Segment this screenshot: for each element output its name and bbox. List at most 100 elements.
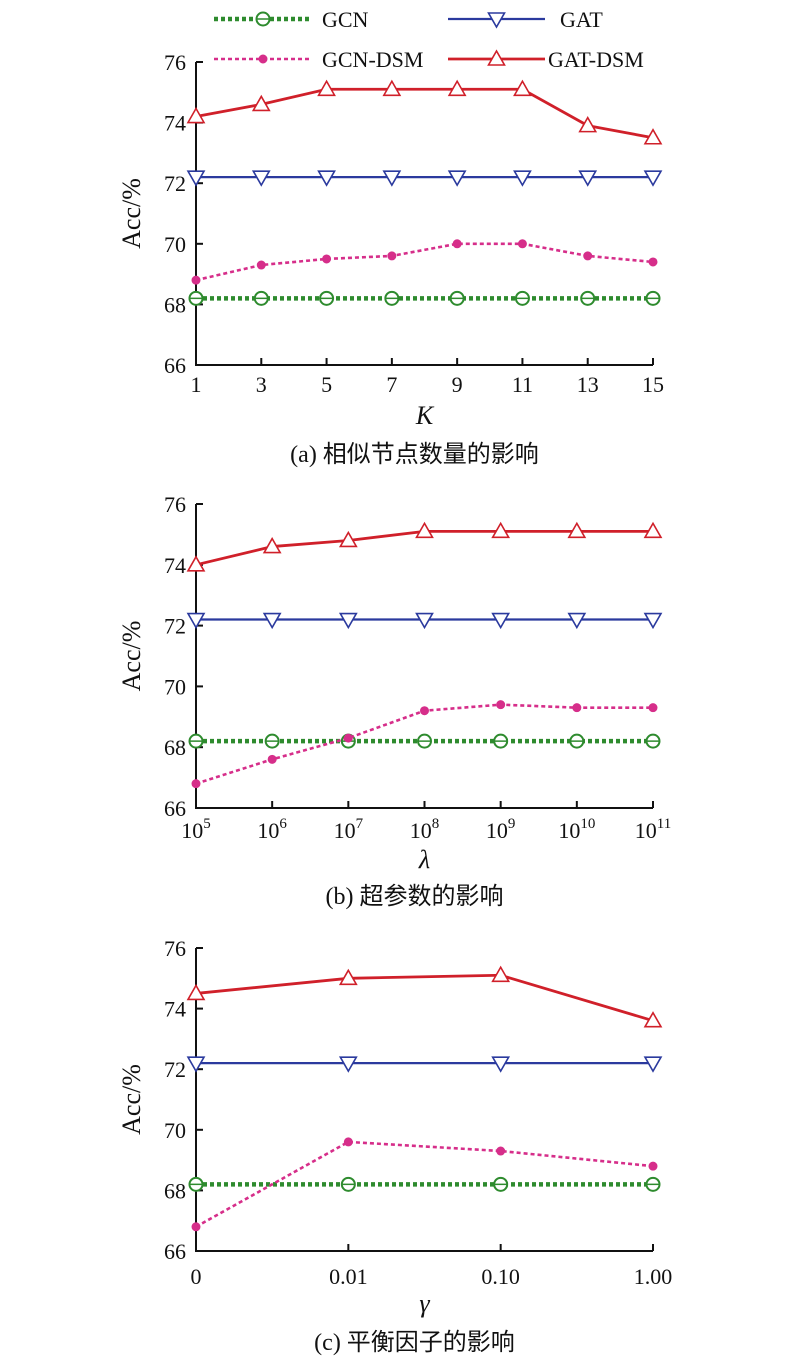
x-tick-label: 3 bbox=[256, 372, 267, 397]
data-point-gcn_dsm bbox=[572, 703, 582, 713]
data-point-gat_dsm bbox=[643, 521, 663, 539]
data-point-gat bbox=[317, 170, 336, 187]
data-point-gat_dsm bbox=[382, 79, 402, 97]
data-point-gat_dsm bbox=[567, 521, 587, 539]
data-point-gat bbox=[643, 612, 663, 630]
y-tick-label: 66 bbox=[164, 1239, 186, 1264]
data-point-gat bbox=[643, 1056, 663, 1073]
chart-gamma-effect: 66 68 70 72 74 76 Acc/% 0 0.01 0.10 1.00 γ (c) 平衡因子的… bbox=[117, 936, 672, 1356]
data-point-gat_dsm bbox=[338, 968, 358, 986]
data-point-gcn_dsm bbox=[267, 754, 277, 764]
y-tick-label: 68 bbox=[164, 735, 186, 760]
data-point-gat bbox=[338, 1056, 358, 1073]
x-tick-label: 1010 bbox=[558, 816, 595, 843]
data-point-gcn_dsm bbox=[496, 1146, 506, 1156]
legend-label-gcn: GCN bbox=[322, 7, 369, 32]
data-point-gat_dsm bbox=[415, 521, 434, 539]
data-point-gcn_dsm bbox=[191, 779, 201, 789]
series-gcn bbox=[188, 290, 661, 306]
y-tick-label: 74 bbox=[164, 997, 186, 1022]
chart-lambda-effect: 66 68 70 72 74 76 Acc/% 105 106 107 108 109 1010 1011… bbox=[117, 492, 671, 910]
series-gat_dsm bbox=[186, 79, 663, 145]
x-tick-label: 1.00 bbox=[634, 1264, 673, 1289]
series-line-gcn_dsm bbox=[195, 1140, 654, 1228]
data-point-gat_dsm bbox=[317, 79, 336, 97]
x-tick-label: 7 bbox=[386, 372, 397, 397]
y-tick-label: 72 bbox=[164, 614, 186, 639]
series-gat_dsm bbox=[186, 521, 663, 572]
x-tick-label: 9 bbox=[452, 372, 463, 397]
data-point-gat bbox=[447, 170, 467, 187]
y-tick-label: 68 bbox=[164, 1178, 186, 1203]
data-point-gat_dsm bbox=[643, 128, 663, 145]
series-line-gcn_dsm bbox=[195, 242, 654, 282]
x-tick-label: 1011 bbox=[635, 816, 671, 843]
x-axis-label: γ bbox=[419, 1289, 430, 1318]
x-tick-label: 0 bbox=[191, 1264, 202, 1289]
chart-caption: (b) 超参数的影响 bbox=[326, 883, 504, 910]
data-point-gat_dsm bbox=[513, 79, 532, 97]
data-point-gcn_dsm bbox=[343, 733, 353, 743]
legend-marker-gat_dsm bbox=[487, 49, 506, 66]
data-point-gat bbox=[491, 612, 511, 630]
series-gcn bbox=[188, 1176, 661, 1192]
data-point-gcn_dsm bbox=[452, 239, 462, 249]
data-point-gat bbox=[382, 170, 402, 187]
data-point-gat bbox=[262, 612, 282, 630]
data-point-gat bbox=[643, 170, 663, 187]
data-point-gcn_dsm bbox=[648, 257, 658, 267]
series-gcn_dsm bbox=[191, 700, 658, 789]
y-tick-label: 70 bbox=[164, 1118, 186, 1143]
y-tick-label: 72 bbox=[164, 171, 186, 196]
data-point-gcn_dsm bbox=[256, 260, 266, 270]
data-point-gcn_dsm bbox=[648, 703, 658, 713]
y-tick-label: 70 bbox=[164, 674, 186, 699]
x-tick-label: 11 bbox=[512, 372, 533, 397]
x-axis-label: λ bbox=[418, 845, 430, 874]
data-point-gcn_dsm bbox=[191, 1222, 201, 1232]
chart-caption: (a) 相似节点数量的影响 bbox=[290, 441, 539, 468]
legend-label-gat: GAT bbox=[560, 7, 603, 32]
y-tick-label: 74 bbox=[164, 553, 186, 578]
legend-marker-gcn_dsm bbox=[258, 54, 268, 64]
data-point-gat_dsm bbox=[491, 965, 511, 983]
data-point-gat_dsm bbox=[186, 983, 206, 1001]
series-gcn_dsm bbox=[191, 1137, 658, 1232]
x-tick-label: 0.10 bbox=[481, 1264, 520, 1289]
legend-label-gat_dsm: GAT-DSM bbox=[548, 47, 644, 72]
series-line-gat_dsm bbox=[195, 87, 654, 140]
x-tick-label: 5 bbox=[321, 372, 332, 397]
series-gat bbox=[186, 612, 663, 630]
data-point-gcn_dsm bbox=[583, 251, 593, 261]
data-point-gat_dsm bbox=[578, 116, 598, 133]
y-tick-label: 66 bbox=[164, 353, 186, 378]
series-gat bbox=[186, 1056, 663, 1073]
x-axis-label: K bbox=[415, 401, 435, 430]
data-point-gat bbox=[186, 170, 206, 187]
axes bbox=[195, 948, 653, 1252]
chart-caption: (c) 平衡因子的影响 bbox=[314, 1329, 515, 1356]
y-tick-label: 76 bbox=[164, 936, 186, 961]
data-point-gcn_dsm bbox=[496, 700, 506, 710]
series-gat_dsm bbox=[186, 965, 663, 1028]
x-tick-label: 107 bbox=[334, 816, 364, 843]
data-point-gat bbox=[186, 1056, 206, 1073]
y-tick-label: 70 bbox=[164, 232, 186, 257]
data-point-gat bbox=[415, 612, 434, 630]
data-point-gat bbox=[567, 612, 587, 630]
data-point-gcn_dsm bbox=[648, 1161, 658, 1171]
x-tick-label: 109 bbox=[486, 816, 515, 843]
data-point-gat_dsm bbox=[338, 530, 358, 548]
data-point-gat bbox=[513, 170, 532, 187]
x-tick-label: 13 bbox=[577, 372, 599, 397]
y-axis-label: Acc/% bbox=[117, 178, 146, 249]
y-tick-label: 66 bbox=[164, 796, 186, 821]
y-tick-label: 72 bbox=[164, 1057, 186, 1082]
data-point-gat bbox=[338, 612, 358, 630]
data-point-gcn_dsm bbox=[191, 275, 201, 285]
data-point-gat_dsm bbox=[491, 521, 511, 539]
data-point-gcn_dsm bbox=[322, 254, 332, 264]
data-point-gat bbox=[186, 612, 206, 630]
